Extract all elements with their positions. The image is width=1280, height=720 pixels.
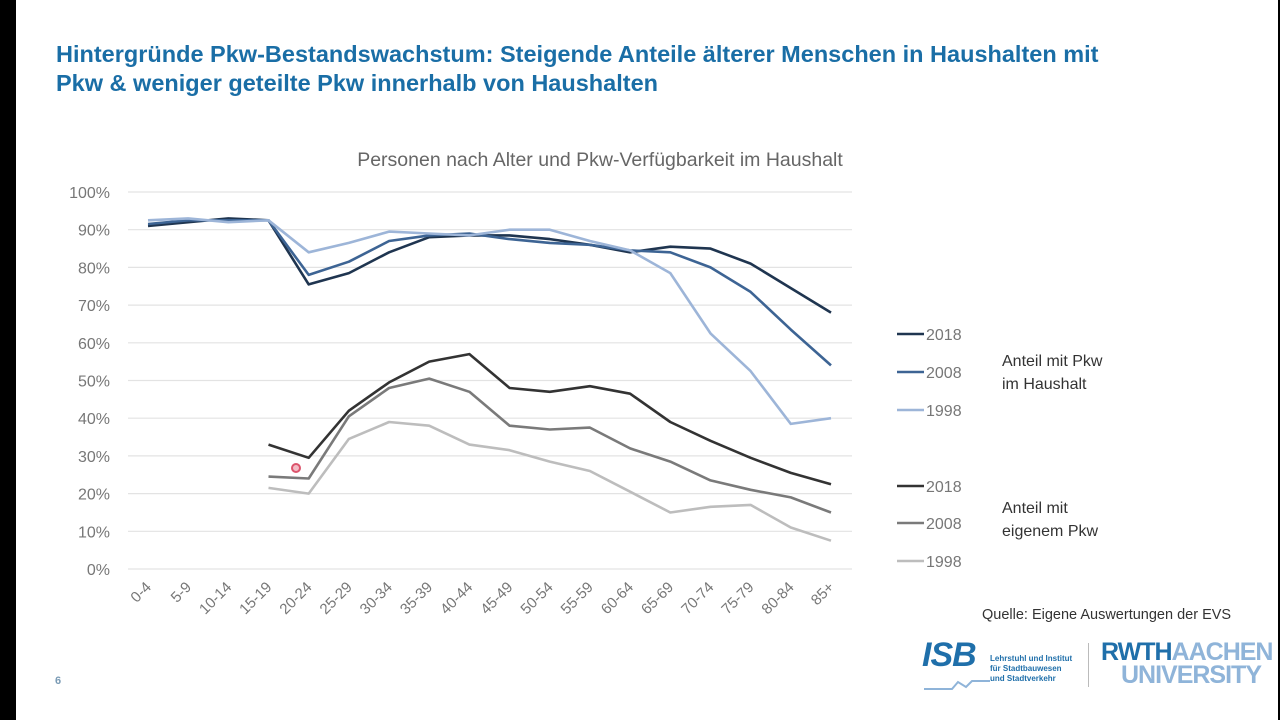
slide: Hintergründe Pkw-Bestandswachstum: Steig… bbox=[16, 0, 1278, 720]
rwth-logo-part1: RWTH bbox=[1101, 638, 1173, 666]
x-tick-label: 25-29 bbox=[317, 579, 356, 618]
y-tick-label: 10% bbox=[78, 524, 110, 541]
y-tick-label: 60% bbox=[78, 336, 110, 353]
legend-group-label: im Haushalt bbox=[1002, 376, 1087, 393]
y-tick-label: 30% bbox=[78, 449, 110, 466]
y-tick-label: 40% bbox=[78, 411, 110, 428]
x-tick-label: 70-74 bbox=[678, 579, 717, 618]
x-tick-label: 20-24 bbox=[276, 579, 315, 618]
series-line-household-1998 bbox=[147, 217, 832, 426]
chart-title: Personen nach Alter und Pkw-Verfügbarkei… bbox=[357, 149, 843, 171]
slide-title-line1: Hintergründe Pkw-Bestandswachstum: Steig… bbox=[56, 41, 1099, 67]
slide-title: Hintergründe Pkw-Bestandswachstum: Steig… bbox=[56, 40, 1256, 98]
x-tick-label: 50-54 bbox=[517, 579, 556, 618]
x-tick-label: 55-59 bbox=[558, 579, 597, 618]
legend: 2018 2008 1998 2018 2008 1998 Anteil mit Pkw im… bbox=[897, 327, 1103, 571]
x-tick-label: 85+ bbox=[808, 579, 838, 609]
x-tick-label: 65-69 bbox=[638, 579, 677, 618]
series-line-household-2008 bbox=[147, 219, 832, 367]
x-tick-label: 10-14 bbox=[196, 579, 235, 618]
source-note: Quelle: Eigene Auswertungen der EVS bbox=[982, 607, 1232, 623]
isb-logo: ISB Lehrstuhl und Institut für Stadtbauw… bbox=[922, 636, 1082, 690]
isb-logo-subtitle: Lehrstuhl und Institut für Stadtbauwesen… bbox=[990, 654, 1110, 684]
y-tick-label: 50% bbox=[78, 374, 110, 391]
x-tick-label: 5-9 bbox=[168, 579, 195, 606]
x-tick-label: 30-34 bbox=[357, 579, 396, 618]
series-line-own-2018 bbox=[268, 352, 832, 486]
series-line-own-2008 bbox=[268, 377, 832, 514]
legend-group-label: Anteil mit bbox=[1002, 500, 1068, 517]
pointer-cursor-icon bbox=[291, 463, 301, 473]
series-lines bbox=[147, 217, 832, 542]
legend-label: 2008 bbox=[926, 516, 962, 533]
logo-divider bbox=[1088, 643, 1089, 687]
legend-label: 2018 bbox=[926, 327, 962, 344]
y-tick-label: 20% bbox=[78, 487, 110, 504]
y-tick-label: 100% bbox=[69, 185, 110, 202]
legend-group-label: eigenem Pkw bbox=[1002, 523, 1098, 540]
rwth-logo-part3: UNIVERSITY bbox=[1120, 661, 1262, 689]
x-tick-label: 80-84 bbox=[758, 579, 797, 618]
legend-group-label: Anteil mit Pkw bbox=[1002, 353, 1103, 370]
rwth-logo-part2: AACHEN bbox=[1171, 638, 1274, 666]
y-axis-ticks: 0% 10% 20% 30% 40% 50% 60% 70% 80% 90% 100% bbox=[69, 185, 110, 579]
slide-title-line2: Pkw & weniger geteilte Pkw innerhalb von… bbox=[56, 70, 659, 96]
isb-logo-line2: für Stadtbauwesen bbox=[990, 664, 1062, 673]
x-tick-label: 15-19 bbox=[236, 579, 275, 618]
y-tick-label: 0% bbox=[87, 562, 110, 579]
isb-logo-line1: Lehrstuhl und Institut bbox=[990, 654, 1073, 663]
isb-logo-acronym: ISB bbox=[922, 636, 977, 674]
gridlines bbox=[128, 191, 852, 570]
page-number: 6 bbox=[55, 675, 62, 687]
isb-logo-wave-icon bbox=[924, 680, 990, 690]
x-tick-label: 75-79 bbox=[718, 579, 757, 618]
legend-label: 1998 bbox=[926, 554, 962, 571]
legend-label: 2018 bbox=[926, 479, 962, 496]
x-axis-ticks: 0-4 5-9 10-14 15-19 20-24 25-29 30-34 35-39 40-4… bbox=[127, 579, 838, 618]
rwth-logo: RWTHAACHEN UNIVERSITY bbox=[1101, 640, 1280, 690]
x-tick-label: 45-49 bbox=[477, 579, 516, 618]
legend-label: 2008 bbox=[926, 365, 962, 382]
y-tick-label: 90% bbox=[78, 223, 110, 240]
x-tick-label: 35-39 bbox=[397, 579, 436, 618]
x-tick-label: 0-4 bbox=[127, 579, 154, 606]
y-tick-label: 70% bbox=[78, 298, 110, 315]
isb-logo-line3: und Stadtverkehr bbox=[990, 674, 1056, 683]
legend-label: 1998 bbox=[926, 403, 962, 420]
x-tick-label: 60-64 bbox=[598, 579, 637, 618]
series-line-own-1998 bbox=[268, 420, 832, 542]
y-tick-label: 80% bbox=[78, 260, 110, 277]
x-tick-label: 40-44 bbox=[437, 579, 476, 618]
